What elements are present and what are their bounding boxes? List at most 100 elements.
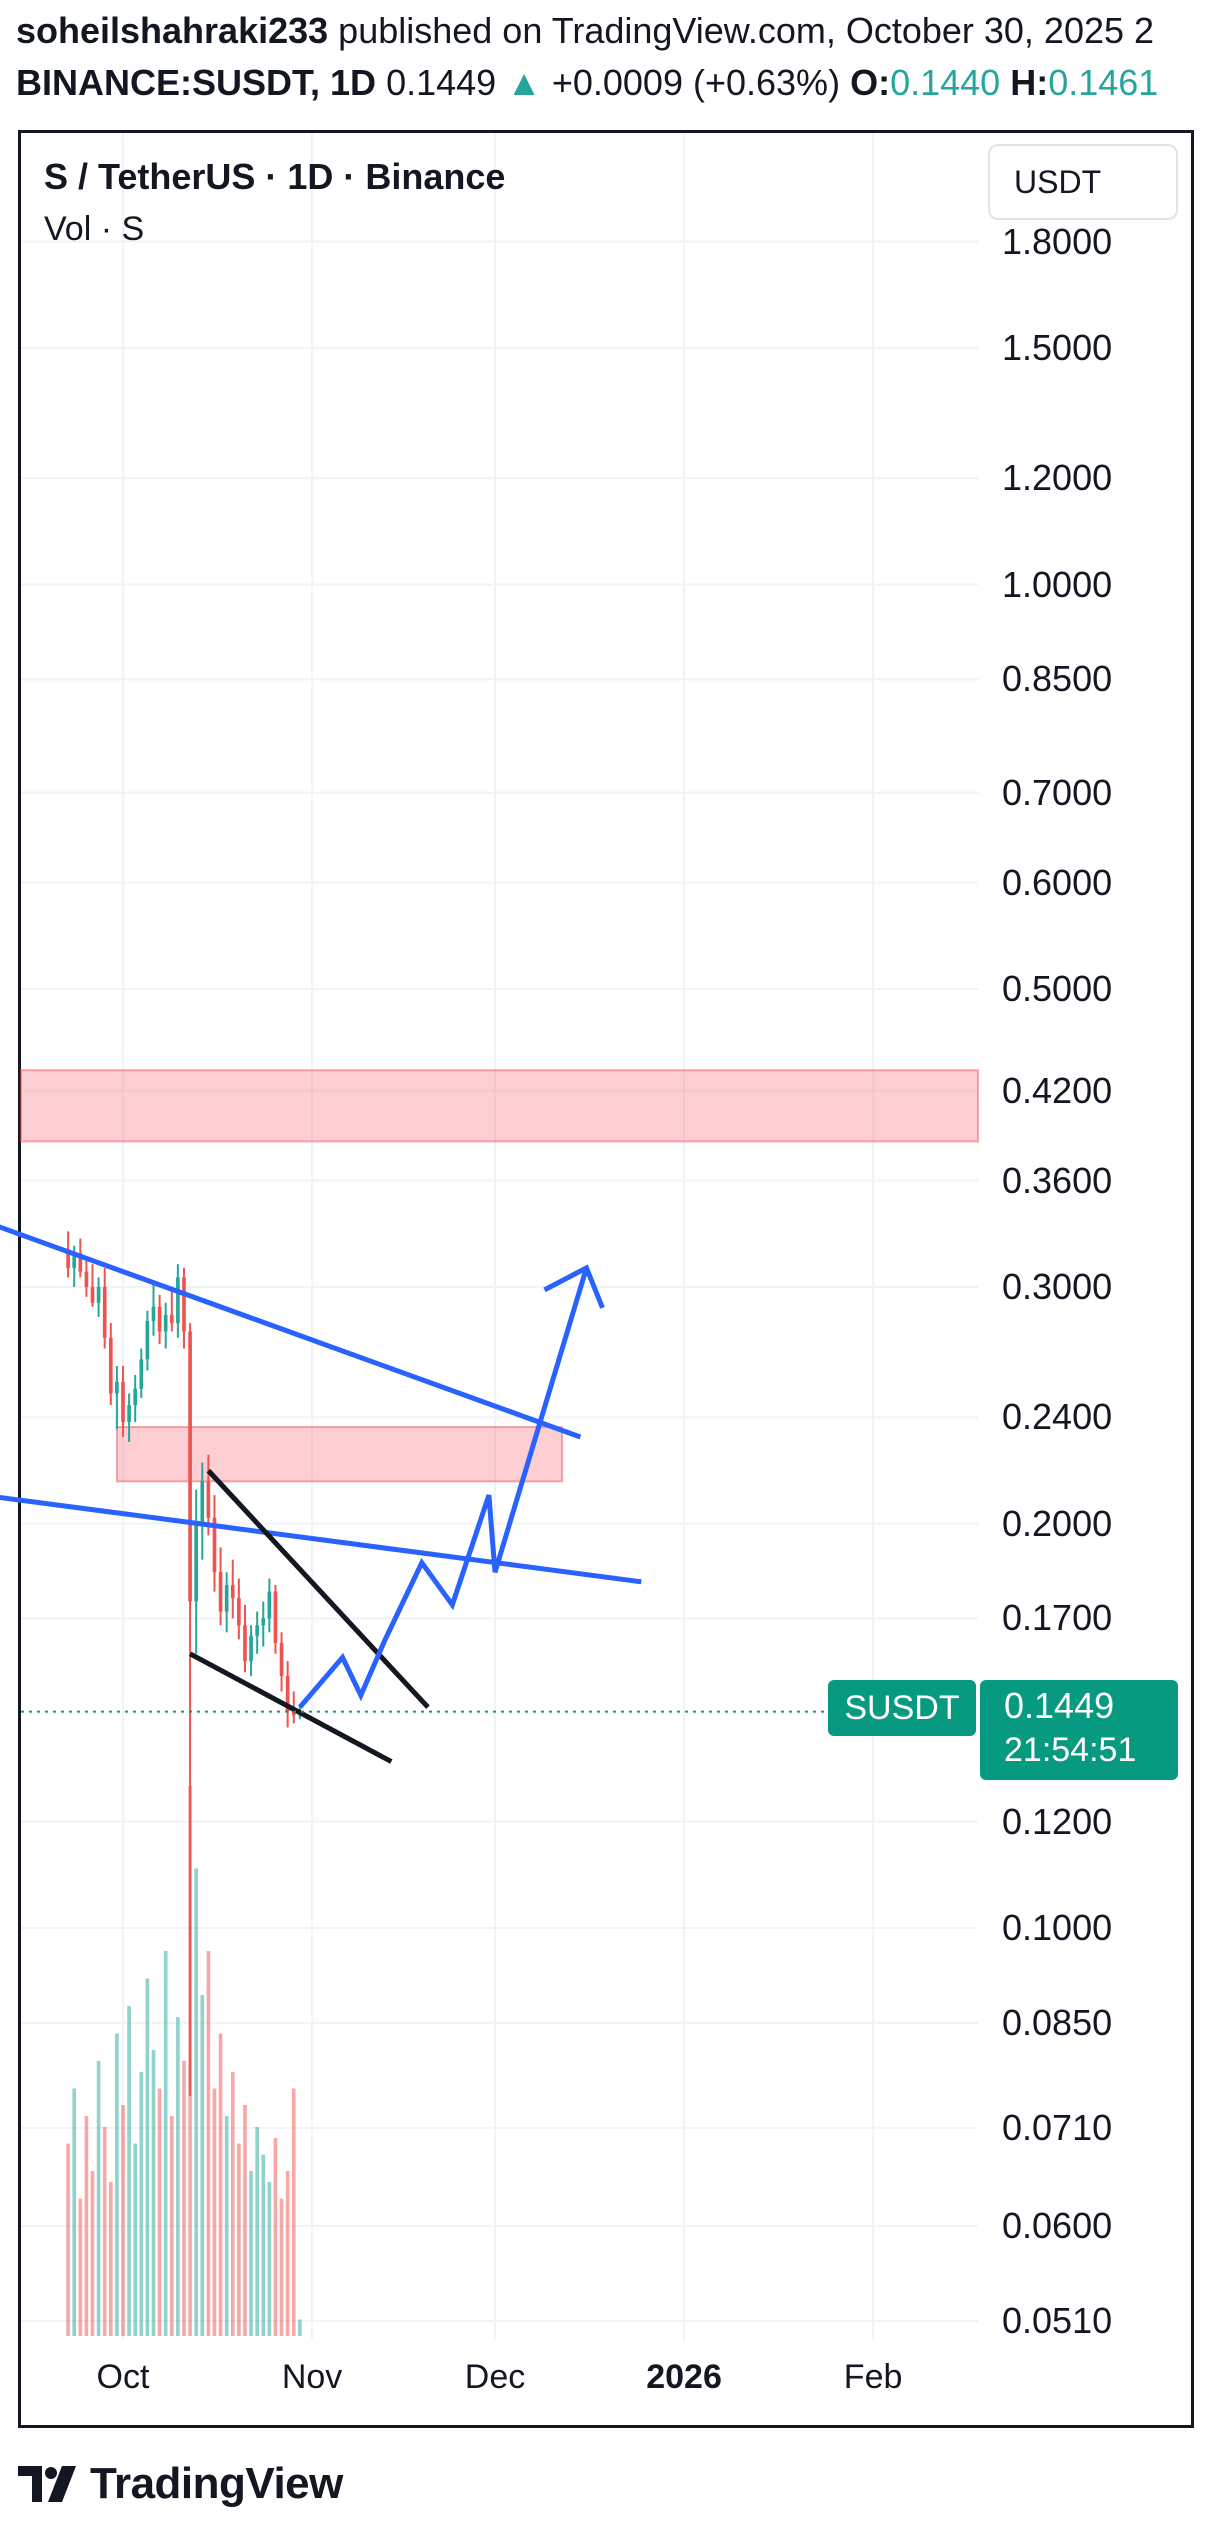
candle-body	[261, 1618, 266, 1626]
volume-bar	[182, 2061, 186, 2336]
candle-body	[176, 1277, 180, 1324]
open-label: O:	[850, 62, 891, 103]
volume-bar	[291, 2088, 296, 2336]
volume-bar	[121, 2105, 125, 2336]
volume-bar	[285, 2171, 290, 2336]
volume-bar	[145, 1978, 150, 2336]
volume-bar	[163, 1951, 168, 2336]
volume-bar	[90, 2171, 95, 2336]
candle-body	[273, 1591, 278, 1643]
last-price-value: 0.1449	[1004, 1685, 1115, 1726]
volume-legend[interactable]: Vol · S	[44, 210, 145, 248]
candle-body	[218, 1572, 223, 1612]
high-label: H:	[1010, 62, 1049, 103]
time-axis-label: Nov	[281, 2358, 343, 2396]
candle-body	[188, 1331, 192, 1602]
currency-button[interactable]: USDT	[988, 144, 1178, 220]
price-axis-label: 0.2400	[1002, 1396, 1113, 1438]
volume-bar	[206, 1951, 211, 2336]
volume-bar	[115, 2033, 119, 2336]
tradingview-wordmark: TradingView	[90, 2459, 343, 2508]
volume-bar	[84, 2116, 89, 2336]
chart-grid	[21, 133, 978, 2340]
volume-bar	[157, 2088, 162, 2336]
price-axis-label: 0.1000	[1002, 1907, 1113, 1948]
projection-arrowhead	[543, 1264, 605, 1309]
price-axis-label: 0.1700	[1002, 1597, 1113, 1639]
candle-body	[163, 1314, 168, 1332]
candle-body	[237, 1598, 241, 1626]
volume-bar	[255, 2127, 259, 2336]
price-axis-label: 0.1200	[1002, 1800, 1113, 1842]
price-axis-label: 0.4200	[1002, 1069, 1113, 1111]
drawings	[0, 1224, 642, 1764]
symbol-summary: BINANCE:SUSDT, 1D 0.1449 ▲ +0.0009 (+0.6…	[16, 62, 1158, 104]
symbol-name: BINANCE:SUSDT, 1D	[16, 62, 377, 103]
volume-bar	[298, 2319, 302, 2336]
candle-body	[108, 1337, 113, 1394]
volume-bar	[169, 2116, 174, 2336]
time-axis-label: Dec	[464, 2358, 526, 2396]
volume-bar	[96, 2061, 101, 2336]
candle-body	[230, 1585, 235, 1599]
candle-body	[169, 1314, 174, 1324]
candle-body	[84, 1271, 89, 1287]
price-axis-label: 0.0850	[1002, 2001, 1113, 2043]
tradingview-logo-icon	[18, 2466, 76, 2502]
publish-info: soheilshahraki233 published on TradingVi…	[16, 10, 1154, 52]
price-axis-label: 1.8000	[1002, 220, 1113, 262]
candle-body	[139, 1359, 144, 1389]
candle-body	[249, 1635, 253, 1662]
candles	[66, 1231, 302, 2096]
volume-bar	[243, 2105, 247, 2336]
chart-legend-title[interactable]: S / TetherUS · 1D · Binance	[44, 156, 506, 197]
volume-bar	[72, 2088, 77, 2336]
zone-rectangle	[20, 1069, 979, 1143]
trend-line	[188, 1651, 393, 1764]
candle-body	[206, 1481, 211, 1518]
published-text: published on TradingView.com, October 30…	[328, 10, 1155, 51]
tradingview-logo[interactable]: TradingView	[18, 2456, 343, 2512]
candle-body	[151, 1306, 156, 1322]
volume-bar	[237, 2143, 241, 2336]
volume-bars	[66, 1786, 302, 2336]
chart-frame[interactable]	[18, 130, 1194, 2428]
volume-bar	[108, 2182, 113, 2336]
zone-rectangle	[115, 1426, 564, 1483]
candle-body	[96, 1287, 101, 1303]
volume-bar	[261, 2154, 266, 2336]
candle-body	[194, 1523, 199, 1602]
price-axis-label: 1.2000	[1002, 457, 1113, 499]
volume-bar	[218, 2033, 223, 2336]
price-axis-label: 0.0510	[1002, 2299, 1113, 2341]
candle-body	[157, 1306, 162, 1332]
bar-countdown: 21:54:51	[1004, 1731, 1137, 1769]
candle-body	[90, 1287, 95, 1303]
price-axis-label: 0.8500	[1002, 658, 1113, 700]
volume-bar	[194, 1868, 199, 2336]
volume-bar	[102, 2127, 107, 2336]
candle-body	[78, 1253, 83, 1272]
symbol-price-tag: SUSDT	[828, 1680, 976, 1736]
volume-bar	[127, 2006, 131, 2336]
price-change: +0.0009 (+0.63%)	[551, 62, 841, 103]
time-axis-label: 2026	[646, 2358, 722, 2396]
candle-body	[182, 1277, 186, 1332]
price-axis-label: 0.7000	[1002, 771, 1113, 813]
candle-body	[255, 1625, 259, 1636]
open-value: 0.1440	[890, 62, 1001, 103]
volume-bar	[230, 2072, 235, 2336]
price-axis-label: 0.3000	[1002, 1266, 1113, 1307]
candle-body	[133, 1388, 138, 1406]
candle-body	[267, 1591, 272, 1619]
zones	[20, 1069, 979, 1483]
volume-bar	[267, 2182, 272, 2336]
publish-header: soheilshahraki233 published on TradingVi…	[0, 0, 1212, 120]
candle-body	[121, 1381, 125, 1423]
last-price: 0.1449	[386, 62, 497, 103]
time-axis-label: Oct	[96, 2358, 150, 2396]
author-name[interactable]: soheilshahraki233	[16, 10, 329, 51]
projection-path	[297, 1267, 589, 1709]
price-axis-label: 0.0710	[1002, 2106, 1113, 2148]
